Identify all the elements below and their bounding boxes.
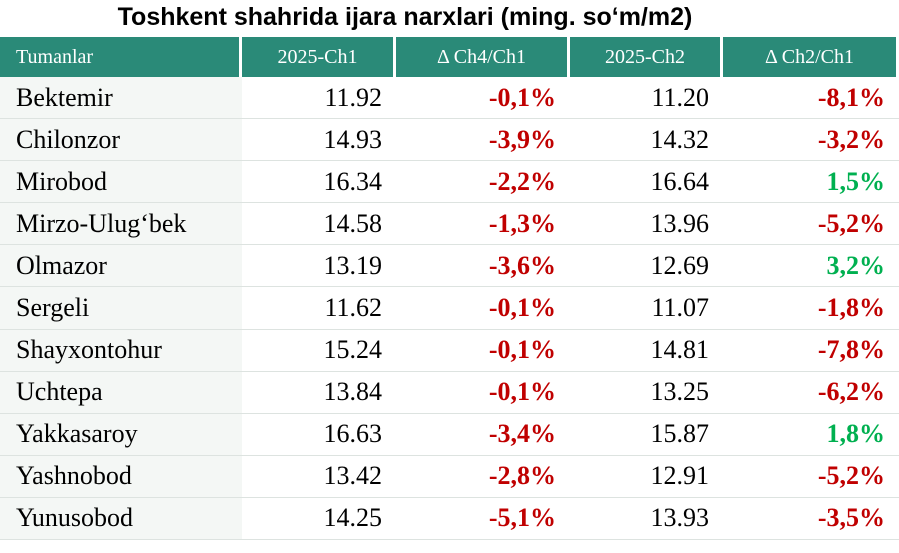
value-cell: 15.87 xyxy=(570,414,723,456)
district-cell: Shayxontohur xyxy=(0,329,242,372)
value-cell: 13.93 xyxy=(570,498,723,541)
district-cell: Mirobod xyxy=(0,161,242,204)
value-cell: -2,2% xyxy=(396,161,570,204)
value-cell: 12.69 xyxy=(570,245,723,288)
value-cell: 16.34 xyxy=(242,161,396,204)
value-cell: 11.20 xyxy=(570,77,723,120)
value-cell: 13.25 xyxy=(570,372,723,414)
value-cell: 11.92 xyxy=(242,77,396,120)
header-cell: Δ Ch2/Ch1 xyxy=(723,37,899,77)
district-cell: Chilonzor xyxy=(0,119,242,162)
value-cell: -0,1% xyxy=(396,372,570,414)
value-cell: 14.93 xyxy=(242,119,396,162)
district-cell: Yashnobod xyxy=(0,455,242,498)
value-cell: -7,8% xyxy=(723,330,899,372)
header-cell: 2025-Ch1 xyxy=(242,37,396,77)
value-cell: 14.25 xyxy=(242,498,396,541)
value-cell: -3,6% xyxy=(396,245,570,288)
table-row: Chilonzor 14.93 -3,9% 14.32 -3,2% xyxy=(0,119,899,162)
value-cell: -1,3% xyxy=(396,203,570,246)
table-row: Yakkasaroy 16.63 -3,4% 15.87 1,8% xyxy=(0,413,899,456)
value-cell: -3,2% xyxy=(723,119,899,162)
table-body: Bektemir 11.92 -0,1% 11.20 -8,1% Chilonzor 14.… xyxy=(0,77,899,541)
table-row: Bektemir 11.92 -0,1% 11.20 -8,1% xyxy=(0,77,899,120)
district-cell: Uchtepa xyxy=(0,371,242,414)
district-cell: Bektemir xyxy=(0,77,242,120)
value-cell: -0,1% xyxy=(396,77,570,120)
table-row: Mirobod 16.34 -2,2% 16.64 1,5% xyxy=(0,161,899,204)
header-row: Tumanlar 2025-Ch1 Δ Ch4/Ch1 2025-Ch2 Δ Ch2/C… xyxy=(0,37,899,77)
district-cell: Mirzo-Ulug‘bek xyxy=(0,203,242,246)
value-cell: -2,8% xyxy=(396,456,570,498)
value-cell: -3,5% xyxy=(723,498,899,541)
table-row: Sergeli 11.62 -0,1% 11.07 -1,8% xyxy=(0,287,899,330)
value-cell: 11.62 xyxy=(242,287,396,330)
value-cell: -8,1% xyxy=(723,77,899,120)
value-cell: 16.63 xyxy=(242,414,396,456)
value-cell: -1,8% xyxy=(723,287,899,330)
district-cell: Sergeli xyxy=(0,287,242,330)
value-cell: -5,2% xyxy=(723,203,899,246)
value-cell: -5,1% xyxy=(396,498,570,541)
value-cell: 14.58 xyxy=(242,203,396,246)
value-cell: 1,8% xyxy=(723,414,899,456)
district-cell: Yakkasaroy xyxy=(0,413,242,456)
value-cell: 11.07 xyxy=(570,287,723,330)
value-cell: 15.24 xyxy=(242,330,396,372)
table-row: Shayxontohur 15.24 -0,1% 14.81 -7,8% xyxy=(0,329,899,372)
rent-table: Tumanlar 2025-Ch1 Δ Ch4/Ch1 2025-Ch2 Δ Ch2/C… xyxy=(0,37,899,541)
table-row: Yunusobod 14.25 -5,1% 13.93 -3,5% xyxy=(0,497,899,541)
value-cell: 14.81 xyxy=(570,330,723,372)
value-cell: -6,2% xyxy=(723,372,899,414)
district-cell: Olmazor xyxy=(0,245,242,288)
value-cell: 14.32 xyxy=(570,119,723,162)
table-row: Uchtepa 13.84 -0,1% 13.25 -6,2% xyxy=(0,371,899,414)
table-row: Olmazor 13.19 -3,6% 12.69 3,2% xyxy=(0,245,899,288)
value-cell: 13.42 xyxy=(242,456,396,498)
value-cell: 13.19 xyxy=(242,245,396,288)
value-cell: 3,2% xyxy=(723,245,899,288)
value-cell: 12.91 xyxy=(570,456,723,498)
header-cell: Tumanlar xyxy=(0,37,242,77)
value-cell: -0,1% xyxy=(396,330,570,372)
value-cell: 13.84 xyxy=(242,372,396,414)
value-cell: -5,2% xyxy=(723,456,899,498)
table-row: Yashnobod 13.42 -2,8% 12.91 -5,2% xyxy=(0,455,899,498)
value-cell: -0,1% xyxy=(396,287,570,330)
header-cell: Δ Ch4/Ch1 xyxy=(396,37,570,77)
value-cell: 13.96 xyxy=(570,203,723,246)
value-cell: 1,5% xyxy=(723,161,899,204)
title: Toshkent shahrida ijara narxlari (ming. … xyxy=(117,3,693,31)
header-cell: 2025-Ch2 xyxy=(570,37,723,77)
table-row: Mirzo-Ulug‘bek 14.58 -1,3% 13.96 -5,2% xyxy=(0,203,899,246)
district-cell: Yunusobod xyxy=(0,497,242,541)
value-cell: -3,4% xyxy=(396,414,570,456)
value-cell: 16.64 xyxy=(570,161,723,204)
value-cell: -3,9% xyxy=(396,119,570,162)
